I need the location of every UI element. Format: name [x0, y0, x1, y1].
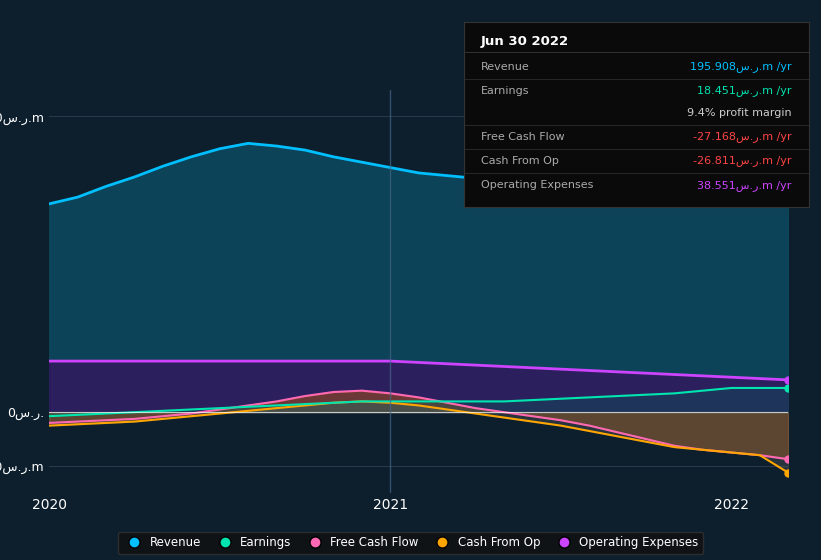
Legend: Revenue, Earnings, Free Cash Flow, Cash From Op, Operating Expenses: Revenue, Earnings, Free Cash Flow, Cash …: [118, 531, 703, 554]
Text: 18.451س.ر.m /yr: 18.451س.ر.m /yr: [697, 85, 791, 96]
Text: -27.168س.ر.m /yr: -27.168س.ر.m /yr: [693, 132, 791, 142]
Text: Free Cash Flow: Free Cash Flow: [481, 132, 565, 142]
Text: Operating Expenses: Operating Expenses: [481, 180, 594, 190]
Text: -26.811س.ر.m /yr: -26.811س.ر.m /yr: [693, 156, 791, 166]
Text: 9.4% profit margin: 9.4% profit margin: [687, 108, 791, 118]
Text: 38.551س.ر.m /yr: 38.551س.ر.m /yr: [697, 180, 791, 190]
Text: Cash From Op: Cash From Op: [481, 156, 559, 166]
Text: 195.908س.ر.m /yr: 195.908س.ر.m /yr: [690, 61, 791, 72]
Text: Revenue: Revenue: [481, 62, 530, 72]
Text: Jun 30 2022: Jun 30 2022: [481, 35, 569, 48]
Text: Earnings: Earnings: [481, 86, 530, 96]
